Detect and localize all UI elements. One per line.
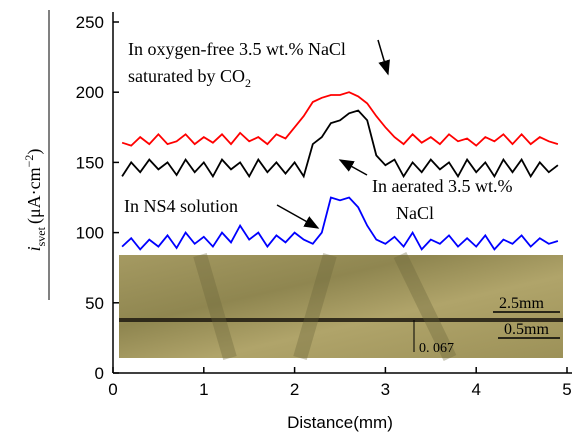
- x-tick-label: 2: [290, 380, 299, 399]
- annotation: saturated by CO2: [128, 66, 251, 90]
- y-tick-label: 0: [95, 364, 104, 383]
- annotation-text: In NS4 solution: [124, 196, 238, 216]
- series-line: [121, 196, 559, 251]
- x-tick-label: 4: [471, 380, 480, 399]
- annotation: In NS4 solution: [124, 196, 238, 216]
- annotation: In oxygen-free 3.5 wt.% NaCl: [128, 39, 346, 59]
- annotation-text: In aerated 3.5 wt.%: [372, 176, 512, 196]
- inset-label: 0. 067: [419, 341, 454, 356]
- x-axis-label: Distance(mm): [287, 413, 393, 432]
- y-tick-label: 150: [76, 153, 104, 172]
- y-tick-label: 100: [76, 224, 104, 243]
- y-tick-label: 50: [85, 294, 104, 313]
- series-line: [121, 91, 559, 147]
- inset-label: 2.5mm: [499, 295, 544, 312]
- annotation-text: NaCl: [396, 203, 434, 223]
- inset-photo: [119, 251, 563, 362]
- series-line: [121, 109, 559, 179]
- plot-area: 0 50 100 150 200 250 0 1 2 3 4 5: [76, 12, 572, 399]
- inset-label: 0.5mm: [504, 321, 549, 338]
- y-tick-label: 200: [76, 83, 104, 102]
- x-tick-label: 3: [381, 380, 390, 399]
- annotation: NaCl: [396, 203, 434, 223]
- annotation-arrows: [276, 39, 390, 229]
- x-tick-label: 1: [199, 380, 208, 399]
- x-tick-label: 5: [562, 380, 571, 399]
- y-axis-label: isvet(μA·cm−2): [22, 149, 48, 252]
- annotation: In aerated 3.5 wt.%: [372, 176, 512, 196]
- annotation-text: In oxygen-free 3.5 wt.% NaCl: [128, 39, 346, 59]
- x-tick-label: 0: [108, 380, 117, 399]
- annotation-text: saturated by CO: [128, 66, 245, 86]
- y-tick-label: 250: [76, 13, 104, 32]
- annotation-subscript: 2: [245, 76, 251, 90]
